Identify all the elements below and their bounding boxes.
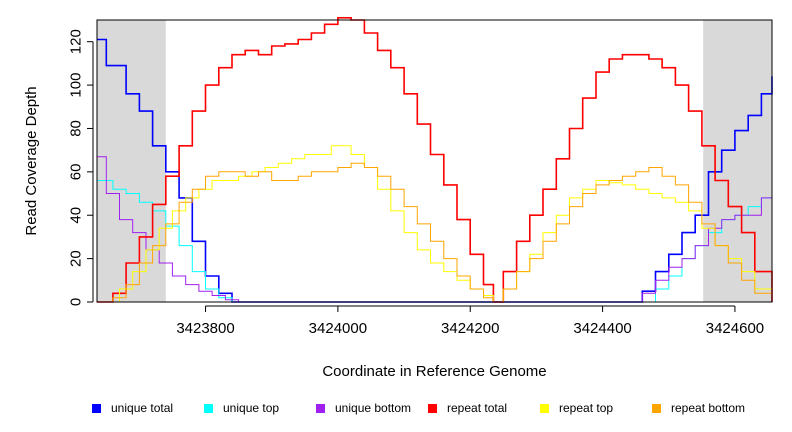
legend-label: unique total [111,401,174,415]
series-line-repeat-top [97,145,773,303]
legend-swatch [428,403,437,413]
legend-label: repeat total [447,401,508,415]
y-tick-label: 0 [67,298,84,306]
series-lines [97,17,773,303]
series-line-unique-bottom [97,156,773,303]
shaded-region [703,20,772,302]
y-tick-label: 60 [67,164,84,181]
series-line-repeat-bottom [97,162,773,303]
series-line-repeat-total [97,17,773,303]
legend-swatch [540,403,549,413]
y-tick-label: 100 [67,73,84,98]
shaded-region [97,20,166,302]
legend-label: unique bottom [335,401,412,415]
legend-label: repeat bottom [671,401,746,415]
x-tick-label: 3424400 [573,320,631,337]
legend-item: unique bottom [316,401,411,415]
y-tick-label: 20 [67,250,84,267]
x-tick-label: 3424200 [441,320,499,337]
legend-item: unique top [204,401,279,415]
legend-swatch [316,403,325,413]
y-tick-label: 120 [67,29,84,54]
axes: 0 20 40 60 80 100 120 3423800 3424000 3424200 3424… [67,29,764,337]
y-tick-label: 40 [67,207,84,224]
legend-item: repeat top [540,401,613,415]
y-axis-label: Read Coverage Depth [23,86,40,235]
shaded-regions [97,20,772,302]
legend-swatch [652,403,661,413]
x-axis-label: Coordinate in Reference Genome [322,363,546,380]
x-tick-label: 3424600 [706,320,764,337]
legend-label: repeat top [559,401,614,415]
legend-item: unique total [92,401,173,415]
plot-frame [96,19,773,303]
x-tick-label: 3423800 [176,320,234,337]
x-tick-label: 3424000 [309,320,367,337]
legend-swatch [204,403,213,413]
legend-item: repeat total [428,401,507,415]
legend-item: repeat bottom [652,401,745,415]
legend: unique total unique top unique bottom repea… [92,401,772,417]
legend-label: unique top [223,401,280,415]
y-tick-label: 80 [67,120,84,137]
legend-swatch [92,403,101,413]
